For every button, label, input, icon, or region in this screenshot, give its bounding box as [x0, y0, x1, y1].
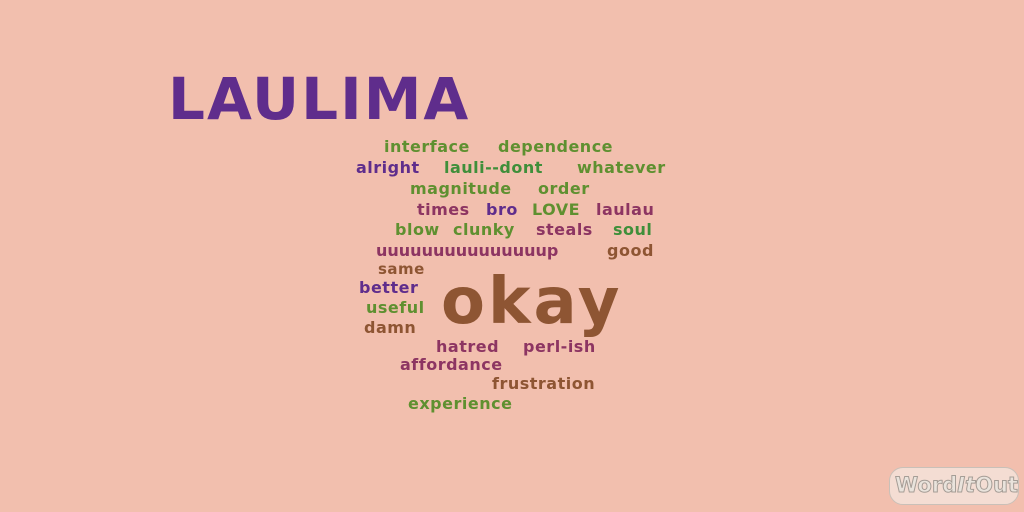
word-useful: useful	[366, 298, 425, 317]
word-same: same	[378, 260, 425, 278]
word-lauli: LAULIMA	[168, 65, 471, 133]
word-hatred: hatred	[436, 337, 500, 356]
word-times: times	[417, 200, 470, 219]
logo-text: WordItOut	[894, 473, 1018, 498]
word-alright: alright	[356, 158, 420, 177]
word-blow: blow	[395, 220, 440, 239]
word-lauli-dont: lauli--dont	[444, 158, 543, 177]
word-bro: bro	[486, 200, 518, 219]
word-damn: damn	[364, 318, 417, 337]
word-steals: steals	[536, 220, 593, 239]
word-frustration: frustration	[492, 374, 596, 393]
word-clunky: clunky	[453, 220, 515, 239]
word-love: LOVE	[532, 200, 581, 219]
word-laulau: laulau	[596, 200, 655, 219]
logo-badge	[889, 467, 1019, 505]
word-perl-ish: perl-ish	[523, 337, 596, 356]
wordItOut-logo[interactable]: WordItOut	[889, 467, 1019, 505]
word-okay: okay	[441, 265, 623, 339]
word-experience: experience	[408, 394, 513, 413]
word-dependence: dependence	[498, 137, 614, 156]
word-whatever: whatever	[577, 158, 666, 177]
word-interface: interface	[384, 137, 470, 156]
word-order: order	[538, 179, 590, 198]
word-affordance: affordance	[400, 355, 503, 374]
word-better: better	[359, 278, 419, 297]
word-good: good	[607, 241, 654, 260]
word-soul: soul	[613, 220, 653, 239]
word-uuup: uuuuuuuuuuuuuuup	[376, 241, 559, 260]
word-magnitude: magnitude	[410, 179, 512, 198]
